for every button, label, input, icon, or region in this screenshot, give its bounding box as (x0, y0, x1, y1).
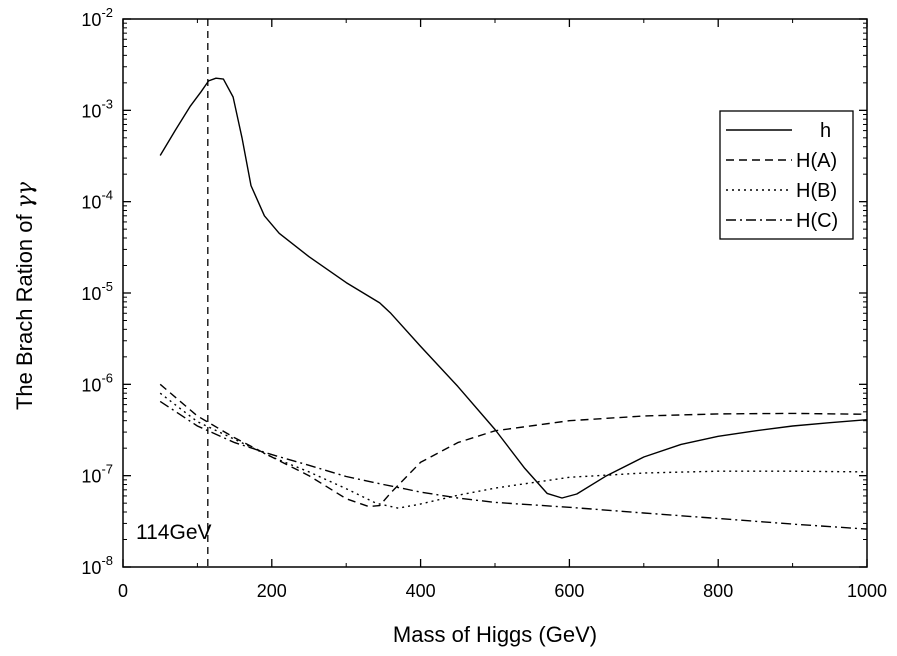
x-tick-label: 200 (257, 581, 287, 601)
legend-box (719, 110, 854, 240)
annotation-114gev: 114GeV (136, 521, 212, 544)
series-line-4 (159, 400, 868, 530)
x-tick-label: 400 (406, 581, 436, 601)
legend-label-4: H(C) (796, 210, 838, 232)
ticks (122, 18, 868, 568)
legend-label-3: H(B) (796, 180, 837, 202)
y-tick-label: 10-8 (81, 553, 113, 578)
tick-labels: 0 200 400 600 800 1000 10-8 10-7 10-6 10-5 10-4 10-… (81, 5, 887, 601)
y-tick-label: 10-5 (81, 279, 113, 304)
x-tick-label: 800 (703, 581, 733, 601)
y-axis-label: The Brach Ration of γγ (12, 181, 38, 410)
legend: h H(A) H(B) H(C) (719, 110, 854, 240)
y-tick-label: 10-2 (81, 5, 113, 30)
series-line-2 (159, 383, 868, 508)
x-tick-label: 0 (118, 581, 128, 601)
series-line-1 (159, 77, 868, 499)
x-tick-label: 600 (554, 581, 584, 601)
y-tick-label: 10-7 (81, 462, 113, 487)
x-tick-label: 1000 (847, 581, 887, 601)
legend-label-2: H(A) (796, 150, 837, 172)
y-tick-label: 10-3 (81, 96, 113, 121)
y-tick-label: 10-4 (81, 188, 113, 213)
series-line-3 (159, 392, 868, 509)
y-tick-label: 10-6 (81, 370, 113, 395)
y-axis-label-symbol: γγ (13, 181, 38, 208)
y-axis-label-text: The Brach Ration of (12, 208, 37, 410)
series-layer (159, 77, 868, 530)
legend-label-1: h (820, 120, 831, 142)
x-axis-label: Mass of Higgs (GeV) (393, 622, 597, 647)
